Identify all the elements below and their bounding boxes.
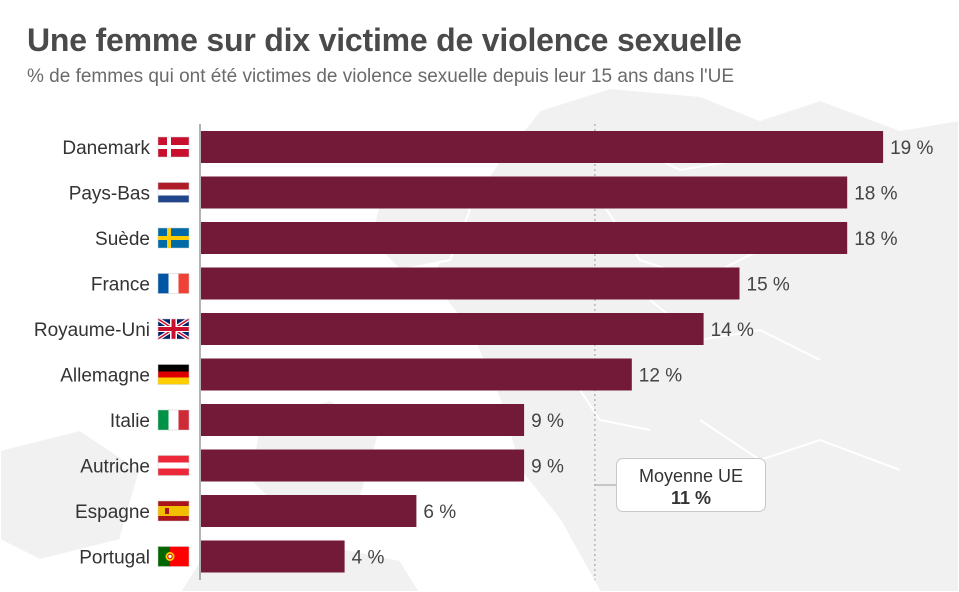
value-label: 12 % (639, 366, 682, 387)
average-annotation: Moyenne UE 11 % (616, 458, 766, 512)
flag-uk-icon (156, 317, 191, 341)
flag-sweden-icon (157, 227, 190, 249)
bar-4 (201, 267, 740, 300)
flag-italy-icon (157, 409, 190, 431)
category-label: France (91, 275, 150, 296)
bar-1 (201, 131, 884, 163)
category-label: Suède (95, 229, 150, 250)
category-label: Italie (110, 411, 150, 432)
average-value: 11 % (670, 488, 712, 508)
chart-title: Une femme sur dix victime de violence se… (27, 22, 742, 58)
category-label: Danemark (62, 138, 150, 159)
flag-spain-icon (157, 500, 190, 522)
flag-portugal-icon (157, 546, 190, 567)
category-label: Espagne (75, 502, 150, 523)
value-label: 4 % (352, 548, 385, 569)
value-label: 14 % (711, 320, 754, 341)
category-label: Pays-Bas (69, 184, 150, 205)
category-label: Allemagne (60, 366, 150, 387)
flag-denmark-icon (157, 136, 190, 158)
chart-subtitle: % de femmes qui ont été victimes de viol… (27, 66, 735, 87)
average-label: Moyenne UE (638, 466, 744, 486)
bar-3 (201, 222, 848, 254)
flag-netherlands-icon (157, 182, 190, 203)
bar-5 (201, 313, 704, 345)
category-label: Royaume-Uni (34, 320, 150, 341)
bar-9 (201, 495, 417, 527)
flag-france-icon (157, 273, 190, 294)
bar-7 (201, 404, 525, 436)
bar-6 (201, 358, 632, 391)
value-label: 18 % (854, 184, 897, 205)
category-label: Portugal (79, 548, 150, 569)
value-label: 19 % (890, 138, 933, 159)
category-label: Autriche (80, 457, 150, 478)
bar-10 (201, 540, 345, 573)
value-label: 15 % (747, 275, 790, 296)
value-label: 18 % (854, 229, 897, 250)
flag-germany-icon (157, 364, 190, 385)
value-label: 9 % (531, 411, 564, 432)
bar-2 (201, 176, 848, 209)
value-label: 6 % (423, 502, 456, 523)
flag-austria-icon (157, 455, 190, 476)
value-label: 9 % (531, 457, 564, 478)
bar-8 (201, 449, 525, 482)
